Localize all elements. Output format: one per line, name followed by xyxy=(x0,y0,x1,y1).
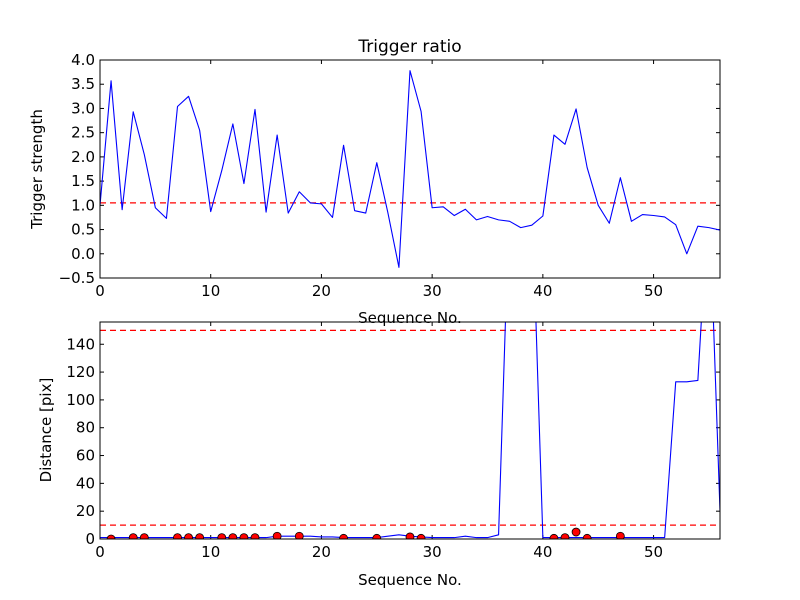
y-tick-label: 20 xyxy=(76,502,95,520)
plot-area xyxy=(100,70,720,268)
data-point-marker xyxy=(549,533,559,539)
series-line xyxy=(100,70,720,268)
y-tick-label: 3.5 xyxy=(71,75,95,93)
bottom-chart: Distance [pix] Sequence No. 0 10 20 30 40 500… xyxy=(37,321,721,589)
x-tick-label: 50 xyxy=(644,282,663,300)
y-tick-label: 0.5 xyxy=(71,221,95,239)
data-point-marker xyxy=(228,533,238,539)
y-tick-label: 140 xyxy=(66,335,95,353)
top-chart: Trigger ratio Trigger strength Sequence … xyxy=(28,37,721,327)
data-point-marker xyxy=(405,532,415,539)
y-tick-label: 0 xyxy=(85,530,95,548)
y-tick-label: 1.5 xyxy=(71,172,95,190)
x-tick-label: 40 xyxy=(533,282,552,300)
series-line xyxy=(100,322,720,539)
data-point-marker xyxy=(173,533,182,539)
data-point-marker xyxy=(560,533,570,539)
data-point-marker xyxy=(372,533,382,539)
y-tick-label: 120 xyxy=(66,363,95,381)
data-point-marker xyxy=(272,531,282,539)
x-tick-label: 30 xyxy=(423,282,442,300)
x-tick-label: 0 xyxy=(95,282,105,300)
y-tick-label: 4.0 xyxy=(71,51,95,69)
x-tick-label: 10 xyxy=(201,282,220,300)
x-tick-label: 20 xyxy=(312,543,331,561)
x-axis-label: Sequence No. xyxy=(358,571,462,589)
x-tick-label: 40 xyxy=(533,543,552,561)
y-tick-label: −0.5 xyxy=(59,269,95,287)
axes-frame xyxy=(99,59,721,279)
y-tick-label: 100 xyxy=(66,391,95,409)
plot-area xyxy=(100,322,720,539)
y-tick-label: 0.0 xyxy=(71,245,95,263)
x-axis-label: Sequence No. xyxy=(358,309,462,327)
x-tick-label: 30 xyxy=(423,543,442,561)
data-point-marker xyxy=(195,533,205,539)
data-point-marker xyxy=(615,531,625,539)
y-tick-label: 2.5 xyxy=(71,124,95,142)
data-point-marker xyxy=(571,527,581,537)
y-axis-label: Distance [pix] xyxy=(37,378,55,483)
data-point-marker xyxy=(416,533,426,539)
tick-group: 0 10 20 30 40 50 −0.5 0.0 0.5 1.0 1.5 2.0 2.5 3.0 3.5 4… xyxy=(59,51,720,300)
y-tick-label: 1.0 xyxy=(71,196,95,214)
data-point-marker xyxy=(128,533,138,539)
data-point-marker xyxy=(339,533,348,539)
data-point-marker xyxy=(250,533,260,539)
data-point-marker xyxy=(294,531,304,539)
x-tick-label: 10 xyxy=(201,543,220,561)
x-tick-label: 20 xyxy=(312,282,331,300)
chart-title: Trigger ratio xyxy=(357,37,461,57)
data-point-marker xyxy=(239,533,249,539)
y-tick-label: 60 xyxy=(76,447,95,465)
tick-group: 0 10 20 30 40 50 0 20 40 60 80 100 120 140 xyxy=(66,322,720,561)
data-point-marker xyxy=(139,533,149,539)
data-point-marker xyxy=(106,534,116,539)
y-tick-label: 2.0 xyxy=(71,148,95,166)
y-tick-label: 80 xyxy=(76,419,95,437)
data-point-marker xyxy=(217,533,227,539)
data-point-marker xyxy=(582,533,592,539)
x-tick-label: 0 xyxy=(95,543,105,561)
y-axis-label: Trigger strength xyxy=(28,109,46,230)
axes-frame xyxy=(99,321,721,540)
data-point-marker xyxy=(184,533,193,539)
x-tick-label: 50 xyxy=(644,543,663,561)
y-tick-label: 3.0 xyxy=(71,99,95,117)
y-tick-label: 40 xyxy=(76,474,95,492)
